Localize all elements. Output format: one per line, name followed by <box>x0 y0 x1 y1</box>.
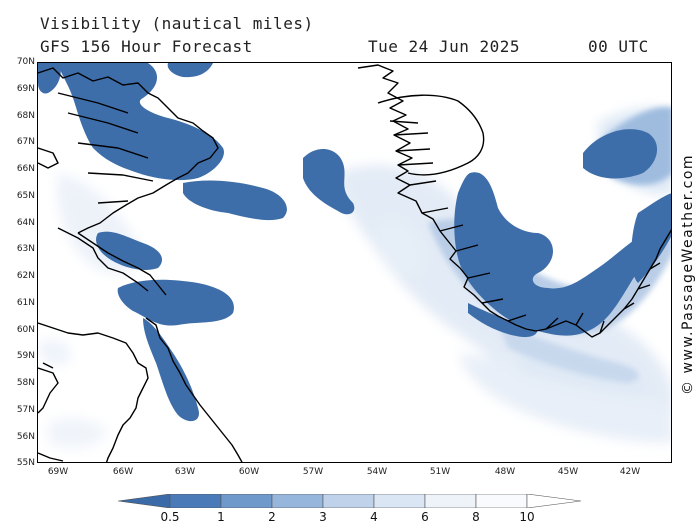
fog-baffin-north <box>58 63 224 181</box>
fog-labrador-patch <box>117 279 234 326</box>
fog-east-coast <box>631 193 671 283</box>
credit-text: © www.PassageWeather.com <box>680 153 696 395</box>
lon-label: 54W <box>366 467 388 477</box>
fog-baffin-mid <box>183 180 287 221</box>
colorbar-segment <box>322 494 375 508</box>
haze-hudson <box>38 339 71 365</box>
lon-label: 63W <box>174 467 196 477</box>
colorbar-segment <box>169 494 222 508</box>
lat-label: 55N <box>16 458 35 468</box>
lat-label: 64N <box>16 218 35 228</box>
forecast-subtitle: GFS 156 Hour Forecast <box>40 37 253 56</box>
fog-labrador-coast <box>143 318 199 422</box>
ungava-bay <box>38 367 59 414</box>
colorbar-segment <box>271 494 324 508</box>
lat-label: 57N <box>16 405 35 415</box>
lat-label: 59N <box>16 351 35 361</box>
quebec-coast <box>38 322 149 462</box>
colorbar-segment <box>373 494 426 508</box>
haze-central <box>378 221 421 276</box>
lon-label: 48W <box>494 467 516 477</box>
hudson-strait-coast <box>57 227 149 292</box>
colorbar-label: 0.5 <box>160 510 180 524</box>
lat-label: 58N <box>16 378 35 388</box>
colorbar-label: 2 <box>268 510 276 524</box>
lat-label: 61N <box>16 298 35 308</box>
baffin-inlets <box>57 92 154 204</box>
colorbar-label: 3 <box>319 510 327 524</box>
west-islands <box>38 147 64 462</box>
lat-label: 63N <box>16 244 35 254</box>
lat-label: 67N <box>16 137 35 147</box>
valid-time: 00 UTC <box>588 37 649 56</box>
colorbar-segment <box>220 494 273 508</box>
fog-baffin-bay-mid <box>38 63 61 94</box>
greenland-coast <box>357 64 671 338</box>
colorbar-segment <box>424 494 477 508</box>
colorbar-label: 1 <box>217 510 225 524</box>
lat-label: 60N <box>16 325 35 335</box>
haze-south <box>458 353 671 443</box>
baffin-island-coast <box>38 67 219 234</box>
valid-date: Tue 24 Jun 2025 <box>368 37 520 56</box>
fog-greenland-sw <box>454 172 649 336</box>
greenland-ice-edge <box>377 94 485 176</box>
visibility-map <box>38 63 671 462</box>
lon-label: 42W <box>619 467 641 477</box>
coastlines <box>38 64 671 462</box>
colorbar-segment <box>475 494 528 508</box>
lat-label: 69N <box>16 84 35 94</box>
dense-fog-field <box>38 63 671 422</box>
medium-band-south <box>498 323 639 383</box>
lat-label: 68N <box>16 111 35 121</box>
labrador-coast <box>145 317 243 462</box>
lon-label: 69W <box>47 467 69 477</box>
colorbar-label: 8 <box>472 510 480 524</box>
lat-label: 66N <box>16 164 35 174</box>
greenland-fjords <box>389 120 661 334</box>
map-panel <box>37 62 672 463</box>
lon-label: 51W <box>429 467 451 477</box>
colorbar-upper-arrow <box>526 494 582 508</box>
lat-label: 65N <box>16 191 35 201</box>
fog-hudson-strait <box>96 231 163 270</box>
lat-label: 56N <box>16 432 35 442</box>
fog-ne-patch <box>583 129 658 179</box>
baffin-south-coast <box>77 232 167 296</box>
colorbar-label: 6 <box>421 510 429 524</box>
colorbar-label: 4 <box>370 510 378 524</box>
lon-label: 66W <box>112 467 134 477</box>
lon-label: 57W <box>302 467 324 477</box>
map-title: Visibility (nautical miles) <box>40 14 314 33</box>
fog-davis-strait <box>303 148 355 215</box>
fog-baffin-top <box>167 63 213 78</box>
colorbar-label: 10 <box>519 510 535 524</box>
visibility-colorbar <box>118 494 582 508</box>
colorbar-lower-arrow <box>118 494 171 508</box>
haze-southwest <box>48 417 108 449</box>
lat-label: 70N <box>16 57 35 67</box>
lon-label: 45W <box>557 467 579 477</box>
fog-south-cape <box>468 303 538 338</box>
lat-label: 62N <box>16 271 35 281</box>
lon-label: 60W <box>238 467 260 477</box>
